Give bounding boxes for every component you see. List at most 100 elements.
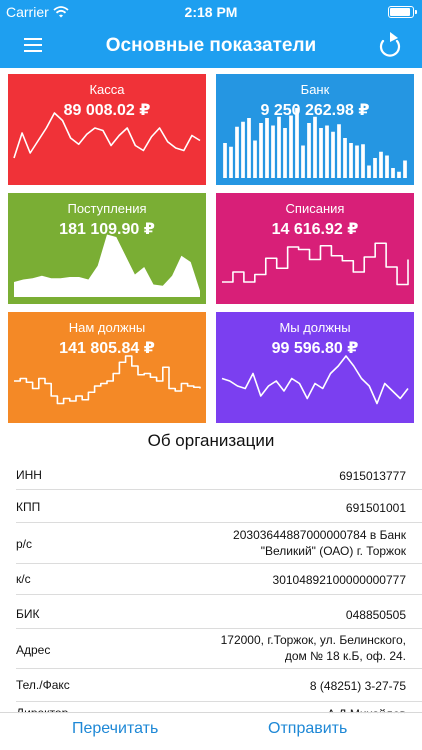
tile-value: 181 109.90 ₽ xyxy=(59,221,155,238)
org-row-address: Адрес 172000, г.Торжок, ул. Белинского, … xyxy=(0,628,422,669)
org-value: 20303644887000000784 в Банк "Великий" (О… xyxy=(233,528,406,558)
reload-button[interactable]: Перечитать xyxy=(72,720,159,737)
org-value: 6915013777 xyxy=(339,469,406,483)
org-row-kpp: КПП 691501001 xyxy=(0,490,422,523)
org-value: 691501001 xyxy=(345,501,406,515)
org-value: 8 (48251) 3-27-75 xyxy=(309,679,406,693)
tile-payables[interactable]: Мы должны 99 596.80 ₽ xyxy=(216,312,414,423)
carrier-info: Carrier xyxy=(6,4,69,20)
tile-bank[interactable]: Банк 9 250 262.98 ₽ xyxy=(216,74,414,185)
sparkline-bar xyxy=(271,125,275,178)
sparkline-bar xyxy=(397,171,401,178)
org-row-phone: Тел./Факс 8 (48251) 3-27-75 xyxy=(0,668,422,703)
tile-receivables-chart xyxy=(14,355,201,405)
status-bar: Carrier 2:18 PM xyxy=(0,0,422,24)
tile-label: Банк xyxy=(300,82,330,97)
sparkline-bar xyxy=(313,116,317,178)
sparkline-bar xyxy=(247,118,251,178)
sparkline-bar xyxy=(289,115,293,178)
sparkline-bar xyxy=(241,121,245,178)
row-divider xyxy=(16,522,422,523)
sparkline-bar xyxy=(319,128,323,178)
tile-label: Касса xyxy=(89,82,125,97)
org-value: А.Д.Михайлов xyxy=(327,707,406,714)
sparkline-bar xyxy=(337,124,341,178)
org-row-account: р/с 20303644887000000784 в Банк "Великий… xyxy=(0,523,422,564)
sparkline-bar xyxy=(385,155,389,178)
tile-value: 99 596.80 ₽ xyxy=(271,340,359,357)
tile-label: Списания xyxy=(285,201,345,216)
carrier-name: Carrier xyxy=(6,4,49,20)
send-button[interactable]: Отправить xyxy=(268,720,348,737)
sparkline-line xyxy=(13,112,201,159)
tile-kassa-chart xyxy=(13,112,201,159)
row-divider xyxy=(16,563,422,564)
refresh-icon[interactable] xyxy=(376,30,404,60)
sparkline-bar xyxy=(403,160,407,178)
sparkline-bar xyxy=(259,123,263,178)
sparkline-bar xyxy=(343,138,347,178)
tile-writeoffs[interactable]: Списания 14 616.92 ₽ xyxy=(216,193,414,304)
sparkline-bar xyxy=(301,145,305,178)
sparkline-bar xyxy=(361,144,365,178)
tile-income[interactable]: Поступления 181 109.90 ₽ xyxy=(8,193,206,304)
sparkline-bar xyxy=(325,125,329,178)
org-row-corr-account: к/с 30104892100000000777 xyxy=(0,562,422,595)
org-key: Тел./Факс xyxy=(16,678,70,692)
org-details: ИНН 6915013777 КПП 691501001 р/с 2030364… xyxy=(0,458,422,714)
sparkline-bar xyxy=(391,168,395,178)
row-divider xyxy=(16,489,422,490)
sparkline-line xyxy=(14,355,201,405)
row-divider xyxy=(16,668,422,669)
row-divider xyxy=(16,628,422,629)
org-row-director: Директор А.Д.Михайлов xyxy=(0,703,422,714)
org-key: КПП xyxy=(16,500,41,514)
page-title: Основные показатели xyxy=(105,35,317,56)
battery-icon xyxy=(388,6,417,18)
sparkline-bar xyxy=(235,126,239,178)
org-key: Директор xyxy=(16,706,69,714)
sparkline-bar xyxy=(373,158,377,178)
org-key: Адрес xyxy=(16,643,51,657)
tile-receivables[interactable]: Нам должны 141 805.84 ₽ xyxy=(8,312,206,423)
org-key: р/с xyxy=(16,537,33,551)
menu-icon[interactable] xyxy=(24,34,46,56)
row-divider xyxy=(16,594,422,595)
tile-income-chart xyxy=(14,234,200,297)
tile-writeoffs-chart xyxy=(222,242,409,286)
sparkline-area xyxy=(14,234,200,297)
wifi-icon xyxy=(53,6,69,18)
sparkline-bar xyxy=(265,118,269,178)
sparkline-bar xyxy=(253,140,257,178)
org-value: 30104892100000000777 xyxy=(272,573,406,587)
org-section-title: Об организации xyxy=(147,431,275,450)
sparkline-bar xyxy=(229,146,233,178)
tile-kassa[interactable]: Касса 89 008.02 ₽ xyxy=(8,74,206,185)
sparkline-bar xyxy=(283,128,287,178)
org-key: ИНН xyxy=(16,468,42,482)
sparkline-bar xyxy=(367,165,371,178)
tile-label: Поступления xyxy=(67,201,147,216)
top-bar: Carrier 2:18 PM Основные показатели xyxy=(0,0,422,68)
sparkline-bar xyxy=(277,116,281,178)
status-time: 2:18 PM xyxy=(184,4,238,20)
org-value: 172000, г.Торжок, ул. Белинского, дом № … xyxy=(220,633,406,663)
tile-bank-chart xyxy=(223,108,407,178)
sparkline-line xyxy=(221,355,409,405)
tile-label: Нам должны xyxy=(68,320,146,335)
row-divider xyxy=(16,701,422,702)
org-row-bik: БИК 048850505 xyxy=(0,595,422,629)
sparkline-line xyxy=(222,242,409,286)
tile-value: 14 616.92 ₽ xyxy=(271,221,359,238)
sparkline-bar xyxy=(349,143,353,178)
tile-label: Мы должны xyxy=(279,320,351,335)
sparkline-bar xyxy=(295,108,299,178)
sparkline-bar xyxy=(331,131,335,178)
bottom-toolbar: Перечитать Отправить xyxy=(0,712,422,750)
tile-value: 9 250 262.98 ₽ xyxy=(260,102,370,119)
sparkline-bar xyxy=(379,151,383,178)
sparkline-bar xyxy=(355,145,359,178)
sparkline-bar xyxy=(307,123,311,178)
org-row-inn: ИНН 6915013777 xyxy=(0,458,422,490)
org-value: 048850505 xyxy=(345,608,406,622)
